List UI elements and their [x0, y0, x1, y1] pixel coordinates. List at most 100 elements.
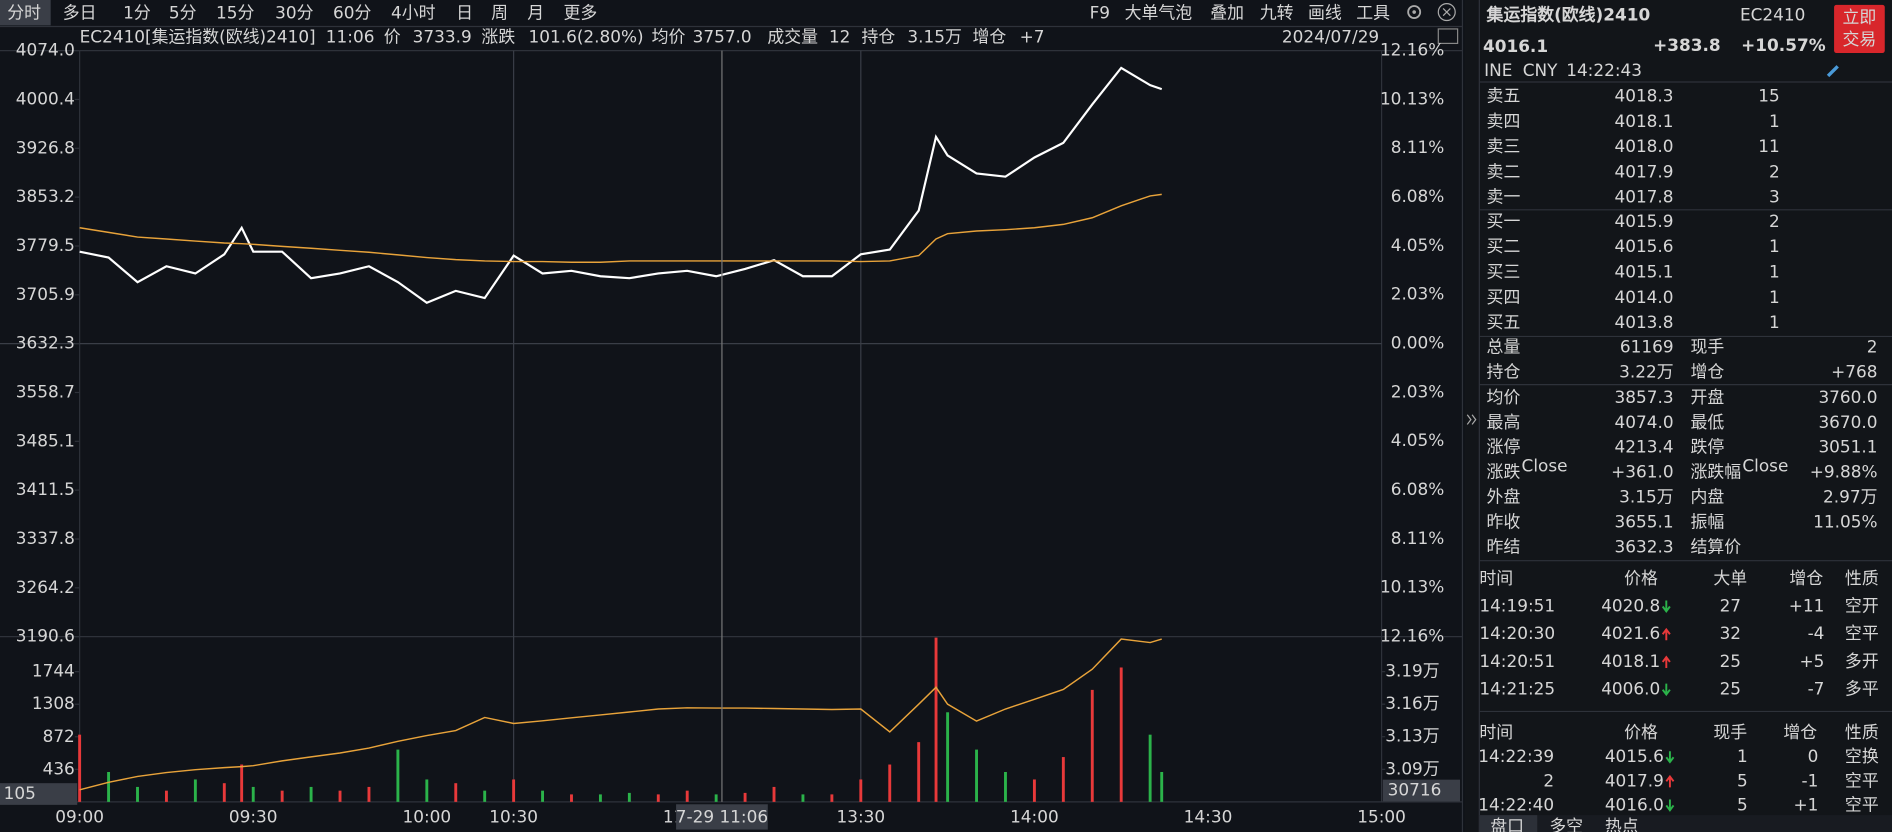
period-tab[interactable]: 60分 [333, 2, 371, 22]
trade-time: 14:19:51 [1479, 596, 1555, 616]
book-label: 卖二 [1487, 161, 1521, 181]
volume-bar [801, 794, 805, 802]
volume-bar [627, 792, 631, 802]
currency: CNY [1523, 60, 1558, 80]
oi-tick-label: 3.19万 [1385, 661, 1439, 681]
tool-button[interactable]: 工具 [1356, 2, 1390, 22]
trade-nature: 多平 [1845, 679, 1879, 699]
stat-label: 内盘 [1690, 487, 1724, 507]
trade-nature: 空开 [1845, 596, 1879, 616]
oi-tick-label: 3.09万 [1385, 758, 1439, 778]
volume-tick-label: 1308 [32, 693, 75, 713]
trade-oi-change: -1 [1802, 770, 1819, 790]
info-volume: 12 [829, 26, 850, 46]
trade-price: 4018.1 [1601, 651, 1660, 671]
volume-bar [454, 783, 458, 802]
book-label: 卖四 [1487, 111, 1521, 131]
y2-tick-label: 0.00% [1391, 333, 1445, 353]
table-header: 大单 [1713, 568, 1747, 588]
period-selected [0, 0, 51, 26]
collapse-icon[interactable] [1466, 414, 1472, 425]
trade-price: 4017.9 [1605, 770, 1664, 790]
cursor-box [676, 804, 768, 830]
quote-panel [1464, 0, 1892, 832]
period-tab[interactable]: 1分 [123, 2, 151, 22]
volume-bar [714, 794, 718, 802]
book-volume: 1 [1769, 236, 1780, 256]
trade-button-label[interactable]: 交易 [1843, 29, 1877, 49]
period-tab[interactable]: 月 [527, 2, 544, 22]
period-tab[interactable]: 15分 [216, 2, 254, 22]
info-oi: 3.15万 [907, 26, 961, 46]
info-volume-label: 成交量 [767, 26, 818, 46]
x-tick-label: 15:00 [1357, 807, 1406, 827]
stat-value: 3.15万 [1619, 487, 1673, 507]
info-oi-change-label: 增仓 [973, 26, 1007, 46]
close-icon[interactable] [1437, 3, 1456, 22]
info-date: 2024/07/29 [1282, 26, 1379, 46]
y-tick-label: 3779.5 [16, 235, 75, 255]
settings-icon[interactable] [1407, 5, 1422, 19]
stat-value: 3655.1 [1615, 512, 1674, 532]
x-tick-label: 10:30 [489, 807, 538, 827]
period-tab[interactable]: 分时 [7, 2, 41, 22]
stat-value: 3670.0 [1818, 412, 1877, 432]
table-header: 性质 [1845, 722, 1879, 742]
volume-bar [251, 786, 255, 802]
period-tab[interactable]: 周 [491, 2, 508, 22]
book-volume: 15 [1758, 85, 1779, 105]
panel-tab[interactable]: 多空 [1549, 816, 1583, 832]
stat-label: 外盘 [1487, 487, 1521, 507]
trade-button-label[interactable]: 立即 [1843, 7, 1877, 27]
stat-label: 昨结 [1487, 536, 1521, 556]
volume-bar [570, 794, 573, 802]
stat-label: 现手 [1690, 336, 1724, 356]
volume-bar [338, 790, 342, 802]
trade-button[interactable] [1834, 4, 1885, 54]
volume-bar [240, 764, 244, 802]
tool-button[interactable]: F9 [1090, 2, 1110, 22]
book-price: 4013.8 [1614, 312, 1673, 332]
volume-bar [830, 794, 834, 802]
y-tick-label: 3632.3 [16, 333, 75, 353]
book-label: 买二 [1487, 236, 1521, 256]
edit-icon[interactable] [1826, 65, 1839, 78]
stat-label: 总量 [1487, 336, 1521, 356]
tool-button[interactable]: 大单气泡 [1125, 2, 1193, 22]
book-volume: 3 [1769, 187, 1780, 207]
collapse-icon[interactable] [1471, 414, 1477, 425]
volume-bar [483, 790, 487, 802]
trade-time: 2 [1543, 770, 1554, 790]
volume-tick-label: 436 [43, 758, 75, 778]
y-tick-label: 3485.1 [16, 430, 75, 450]
book-volume: 2 [1769, 211, 1780, 231]
stat-value: +361.0 [1611, 462, 1673, 482]
table-header: 时间 [1479, 722, 1513, 742]
info-change-label: 涨跌 [481, 26, 515, 46]
tool-button[interactable]: 九转 [1260, 2, 1294, 22]
period-tab[interactable]: 5分 [169, 2, 197, 22]
panel-tab[interactable]: 热点 [1605, 816, 1639, 832]
volume-bar [917, 742, 921, 802]
book-volume: 11 [1758, 136, 1779, 156]
stat-value: 4074.0 [1615, 412, 1674, 432]
period-tab[interactable]: 4小时 [391, 2, 436, 22]
period-tab[interactable]: 30分 [275, 2, 313, 22]
cursor-box [0, 783, 78, 805]
panel-tab[interactable]: 盘口 [1490, 816, 1524, 832]
tool-button[interactable]: 画线 [1308, 2, 1342, 22]
period-tab[interactable]: 日 [456, 2, 473, 22]
tool-button[interactable]: 叠加 [1210, 2, 1244, 22]
y2-tick-label: 2.03% [1391, 382, 1445, 402]
trade-oi-change: +5 [1800, 651, 1825, 671]
x-tick-label: 14:30 [1184, 807, 1233, 827]
y2-tick-label: 4.05% [1391, 430, 1445, 450]
price-change: +383.8 [1653, 35, 1721, 55]
stat-label: 涨停 [1487, 437, 1521, 457]
period-tab[interactable]: 更多 [563, 2, 597, 22]
book-label: 买四 [1487, 287, 1521, 307]
period-tab[interactable]: 多日 [63, 2, 97, 22]
y-tick-label: 3190.6 [16, 626, 75, 646]
y2-tick-label: 4.05% [1391, 235, 1445, 255]
info-code-name: EC2410[集运指数(欧线)2410] [80, 26, 316, 46]
